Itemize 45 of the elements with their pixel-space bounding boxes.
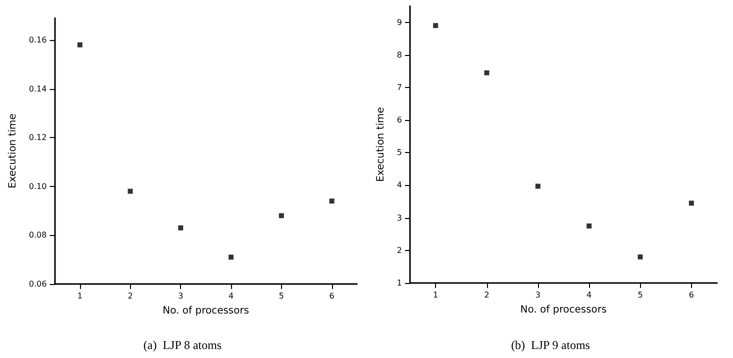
point xyxy=(77,42,82,48)
x-tick-label: 1 xyxy=(433,290,438,300)
y-tick-label: 5 xyxy=(396,148,402,158)
point xyxy=(535,184,540,189)
text: (a) LJP 8 atoms xyxy=(143,338,222,352)
point xyxy=(278,213,284,218)
point xyxy=(178,225,184,230)
x-tick-label: 5 xyxy=(638,290,643,300)
point xyxy=(586,223,592,228)
y-tick-label: 0.14 xyxy=(28,84,47,94)
y-tick-label: 7 xyxy=(396,82,402,92)
y-tick-label: 4 xyxy=(396,180,402,190)
x-axis-title: No. of processors xyxy=(520,304,607,316)
x-tick-label: 6 xyxy=(329,292,334,300)
point xyxy=(433,23,438,28)
y-tick-label: 8 xyxy=(396,50,402,60)
point xyxy=(128,188,133,194)
y-tick-label: 0.06 xyxy=(28,280,47,288)
y-tick-label: 0.10 xyxy=(28,182,47,191)
y-axis-title: Execution time xyxy=(8,114,18,188)
x-tick-label: 6 xyxy=(688,290,694,300)
point xyxy=(638,254,643,260)
y-tick-label: 6 xyxy=(396,116,402,125)
text: (b) LJP 9 atoms xyxy=(511,338,590,352)
x-tick-label: 1 xyxy=(77,292,82,300)
x-tick-label: 2 xyxy=(484,290,490,300)
y-tick-label: 9 xyxy=(396,18,402,27)
x-tick-label: 5 xyxy=(278,292,284,300)
point xyxy=(688,200,694,206)
x-tick-label: 2 xyxy=(128,292,133,300)
y-tick-label: 0.08 xyxy=(28,230,47,240)
x-tick-label: 4 xyxy=(586,290,592,300)
x-tick-label: 3 xyxy=(178,292,184,300)
y-tick-label: 3 xyxy=(396,213,402,222)
y-tick-label: 0.16 xyxy=(28,35,47,44)
y-tick-label: 2 xyxy=(396,246,402,255)
point xyxy=(329,198,334,204)
y-axis-title: Execution time xyxy=(376,107,387,182)
x-axis-title: No. of processors xyxy=(162,306,250,316)
y-tick-label: 1 xyxy=(396,278,402,288)
point xyxy=(228,254,234,260)
x-tick-label: 3 xyxy=(535,290,540,300)
y-tick-label: 0.12 xyxy=(28,133,47,142)
x-tick-label: 4 xyxy=(228,292,234,300)
point xyxy=(484,70,490,76)
